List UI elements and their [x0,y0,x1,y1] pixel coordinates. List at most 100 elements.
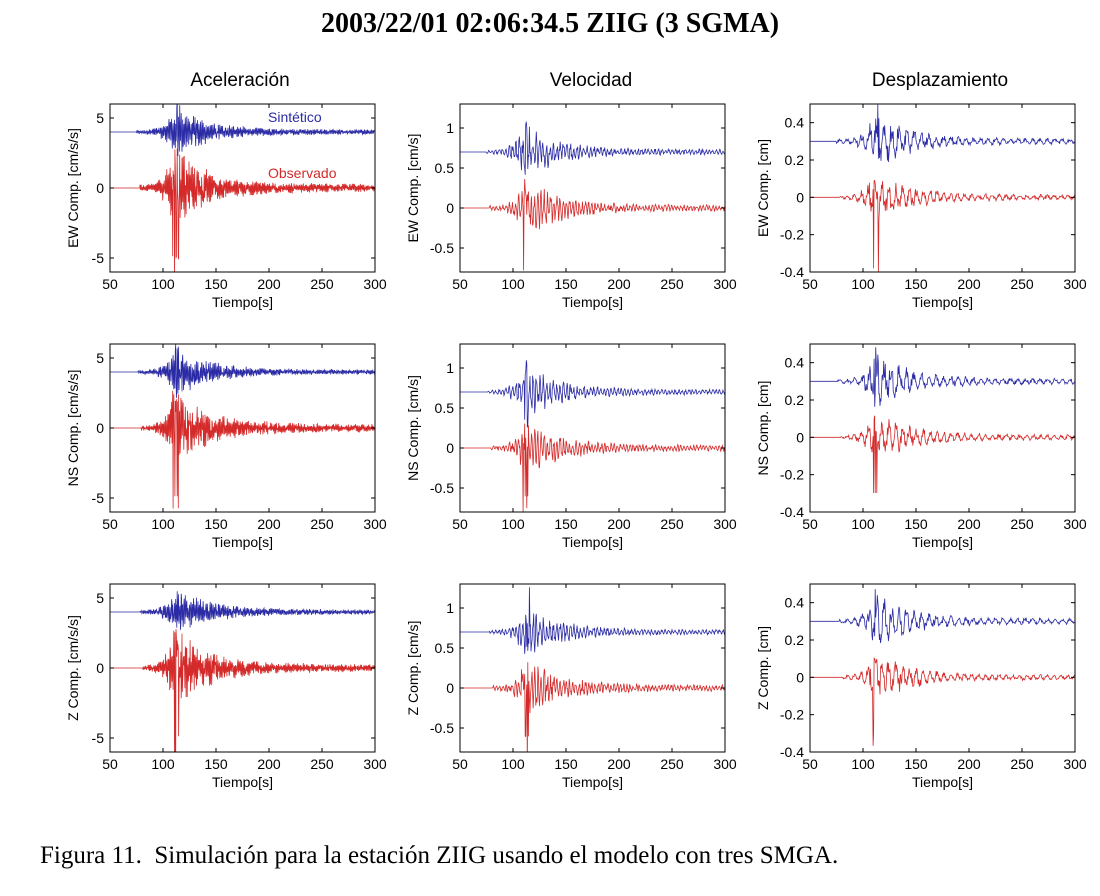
axes-frame [459,583,726,753]
subplot-ew-2: 50 100 150 200 250 300 Tiempo[s] 0.4 0.2 0 -0.2 -0.… [755,103,1087,310]
x-tick-label: 50 [802,276,818,292]
y-tick-label: 5 [96,350,104,366]
synthetic-trace [460,121,725,175]
y-tick-label: 1 [446,360,454,376]
x-tick-label: 250 [310,276,334,292]
subplot-z-2: 50 100 150 200 250 300 Tiempo[s] 0.4 0.2 0 -0.2 -0.… [755,583,1087,790]
y-tick-label: 5 [96,590,104,606]
y-tick-label: -0.2 [780,707,804,723]
axes-frame [809,583,1076,753]
x-tick-label: 50 [802,516,818,532]
synthetic-trace [110,591,375,630]
y-tick-label: 0 [446,200,454,216]
x-axis-label: Tiempo[s] [562,294,623,310]
x-axis-label: Tiempo[s] [562,534,623,550]
x-tick-label: 250 [1010,276,1034,292]
observed-trace [810,179,1075,272]
figure-caption: Figura 11. Simulación para la estación Z… [40,842,839,869]
x-tick-label: 200 [957,276,981,292]
observed-trace [460,662,725,752]
x-tick-label: 100 [151,276,175,292]
observed-trace [810,415,1075,494]
x-tick-label: 100 [151,516,175,532]
x-tick-label: 100 [851,516,875,532]
x-tick-label: 250 [1010,756,1034,772]
x-tick-label: 100 [151,756,175,772]
x-axis-label: Tiempo[s] [212,774,273,790]
x-tick-label: 100 [851,756,875,772]
y-tick-label: 5 [96,110,104,126]
y-tick-label: 0.4 [785,115,805,131]
x-tick-label: 300 [363,756,387,772]
x-tick-label: 150 [904,276,928,292]
x-tick-label: 150 [904,756,928,772]
synthetic-trace [460,360,725,428]
y-axis-label: NS Comp. [cm/s] [405,375,421,481]
x-tick-label: 150 [554,276,578,292]
x-tick-label: 100 [501,756,525,772]
column-title-acceleration: Aceleración [190,70,290,91]
figure-title: 2003/22/01 02:06:34.5 ZIIG (3 SGMA) [320,8,780,39]
subplot-ew-1: 50 100 150 200 250 300 Tiempo[s] 1 0.5 0 -0.5 EW Co… [405,103,737,310]
x-tick-label: 100 [851,276,875,292]
observed-trace [110,629,375,752]
x-axis-label: Tiempo[s] [562,774,623,790]
x-tick-label: 300 [363,276,387,292]
y-tick-label: -0.5 [430,480,454,496]
x-tick-label: 50 [452,756,468,772]
y-tick-label: 0 [796,429,804,445]
x-tick-label: 50 [102,276,118,292]
observed-trace [460,423,725,512]
x-tick-label: 100 [501,276,525,292]
x-tick-label: 250 [660,756,684,772]
x-tick-label: 50 [802,756,818,772]
x-tick-label: 200 [957,516,981,532]
synthetic-trace [810,347,1075,407]
axes-frame [459,343,726,513]
synthetic-trace [110,104,375,157]
y-tick-label: 0.5 [435,640,455,656]
y-axis-label: Z Comp. [cm/s/s] [65,615,81,721]
y-tick-label: -0.2 [780,467,804,483]
y-axis-label: NS Comp. [cm/s/s] [65,370,81,487]
x-tick-label: 100 [501,516,525,532]
x-tick-label: 200 [257,756,281,772]
y-tick-label: 0.2 [785,632,805,648]
y-tick-label: 0 [446,680,454,696]
y-tick-label: -0.4 [780,264,804,280]
y-tick-label: 0 [446,440,454,456]
y-tick-label: 0 [96,660,104,676]
synthetic-trace [810,589,1075,644]
y-tick-label: 0.2 [785,392,805,408]
y-tick-label: -0.4 [780,504,804,520]
synthetic-trace [810,104,1075,163]
y-axis-label: EW Comp. [cm] [755,139,771,237]
x-tick-label: 250 [660,276,684,292]
y-tick-label: 0.5 [435,400,455,416]
y-tick-label: 0 [796,669,804,685]
y-tick-label: -5 [92,730,105,746]
axes-frame [809,343,1076,513]
x-tick-label: 50 [452,516,468,532]
y-tick-label: -0.5 [430,720,454,736]
x-tick-label: 150 [204,276,228,292]
x-tick-label: 50 [102,756,118,772]
x-tick-label: 300 [363,516,387,532]
legend-observed: Observado [268,165,337,181]
x-tick-label: 50 [102,516,118,532]
x-tick-label: 300 [1063,516,1087,532]
observed-trace [110,390,375,509]
y-tick-label: -0.4 [780,744,804,760]
x-tick-label: 200 [607,756,631,772]
y-axis-label: Z Comp. [cm/s] [405,621,421,716]
x-axis-label: Tiempo[s] [912,774,973,790]
subplot-ns-2: 50 100 150 200 250 300 Tiempo[s] 0.4 0.2 0 -0.2 -0.… [755,343,1087,550]
y-tick-label: -5 [92,490,105,506]
x-tick-label: 50 [452,276,468,292]
x-tick-label: 150 [204,516,228,532]
x-tick-label: 200 [607,276,631,292]
